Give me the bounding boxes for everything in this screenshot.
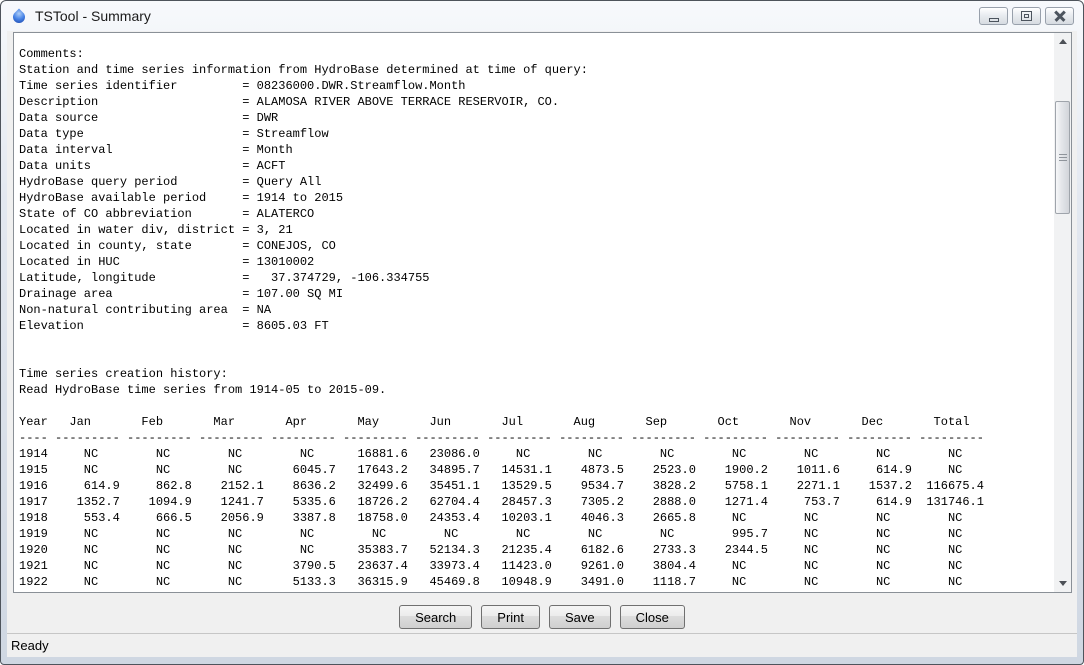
summary-line bbox=[19, 334, 1054, 350]
print-button[interactable]: Print bbox=[481, 605, 541, 629]
summary-line: Elevation = 8605.03 FT bbox=[19, 319, 329, 333]
summary-line bbox=[19, 350, 1054, 366]
search-button[interactable]: Search bbox=[399, 605, 473, 629]
maximize-button[interactable] bbox=[1012, 7, 1041, 25]
scroll-up-button[interactable] bbox=[1054, 33, 1071, 50]
summary-line: Time series creation history: bbox=[19, 367, 228, 381]
scroll-down-button[interactable] bbox=[1054, 575, 1071, 592]
summary-line: Non-natural contributing area = NA bbox=[19, 303, 272, 317]
close-icon bbox=[1054, 11, 1066, 21]
summary-line: 1920 NC NC NC NC 35383.7 52134.3 21235.4… bbox=[19, 543, 984, 557]
close-button[interactable]: Close bbox=[619, 605, 685, 629]
summary-line: Drainage area = 107.00 SQ MI bbox=[19, 287, 344, 301]
arrow-up-icon bbox=[1058, 39, 1067, 44]
summary-line: Time series identifier = 08236000.DWR.St… bbox=[19, 79, 466, 93]
summary-line: ---- --------- --------- --------- -----… bbox=[19, 431, 984, 445]
summary-line: Located in county, state = CONEJOS, CO bbox=[19, 239, 336, 253]
summary-line: State of CO abbreviation = ALATERCO bbox=[19, 207, 315, 221]
summary-line: 1921 NC NC NC 3790.5 23637.4 33973.4 114… bbox=[19, 559, 984, 573]
summary-line: HydroBase available period = 1914 to 201… bbox=[19, 191, 344, 205]
maximize-icon bbox=[1021, 11, 1032, 21]
summary-line: Read HydroBase time series from 1914-05 … bbox=[19, 383, 387, 397]
summary-line: 1916 614.9 862.8 2152.1 8636.2 32499.6 3… bbox=[19, 479, 984, 493]
summary-line: Description = ALAMOSA RIVER ABOVE TERRAC… bbox=[19, 95, 560, 109]
scrollbar-track[interactable] bbox=[1054, 50, 1071, 575]
summary-line: 1914 NC NC NC NC 16881.6 23086.0 NC NC N… bbox=[19, 447, 984, 461]
summary-line: Data units = ACFT bbox=[19, 159, 286, 173]
summary-line bbox=[19, 398, 1054, 414]
save-button[interactable]: Save bbox=[549, 605, 611, 629]
summary-line: Comments: bbox=[19, 47, 84, 61]
summary-line: 1918 553.4 666.5 2056.9 3387.8 18758.0 2… bbox=[19, 511, 984, 525]
minimize-icon bbox=[988, 17, 999, 22]
button-row: Search Print Save Close bbox=[7, 605, 1077, 629]
summary-line: 1915 NC NC NC 6045.7 17643.2 34895.7 145… bbox=[19, 463, 984, 477]
summary-line: Year Jan Feb Mar Apr May Jun Jul Aug Sep… bbox=[19, 415, 984, 429]
summary-line: Located in HUC = 13010002 bbox=[19, 255, 315, 269]
vertical-scrollbar[interactable] bbox=[1054, 33, 1071, 592]
summary-line: Data interval = Month bbox=[19, 143, 293, 157]
summary-line: Station and time series information from… bbox=[19, 63, 588, 77]
summary-line: 1917 1352.7 1094.9 1241.7 5335.6 18726.2… bbox=[19, 495, 984, 509]
summary-line: Data type = Streamflow bbox=[19, 127, 329, 141]
summary-line: HydroBase query period = Query All bbox=[19, 175, 322, 189]
water-drop-icon bbox=[10, 8, 28, 26]
summary-textarea[interactable]: Comments: Station and time series informa… bbox=[14, 33, 1054, 592]
arrow-down-icon bbox=[1058, 581, 1067, 586]
summary-line: 1922 NC NC NC 5133.3 36315.9 45469.8 109… bbox=[19, 575, 984, 589]
summary-scrollpane: Comments: Station and time series informa… bbox=[13, 32, 1072, 593]
close-window-button[interactable] bbox=[1045, 7, 1074, 25]
status-bar: Ready bbox=[7, 633, 1077, 657]
summary-line: Located in water div, district = 3, 21 bbox=[19, 223, 293, 237]
scrollbar-grip-icon bbox=[1058, 154, 1067, 161]
titlebar[interactable]: TSTool - Summary bbox=[1, 1, 1083, 31]
summary-line: Data source = DWR bbox=[19, 111, 279, 125]
minimize-button[interactable] bbox=[979, 7, 1008, 25]
summary-line: 1919 NC NC NC NC NC NC NC NC NC 995.7 NC… bbox=[19, 527, 984, 541]
scrollbar-thumb[interactable] bbox=[1055, 101, 1070, 214]
window-controls bbox=[979, 7, 1074, 25]
status-text: Ready bbox=[11, 638, 49, 653]
window-title: TSTool - Summary bbox=[35, 8, 151, 24]
summary-line: Latitude, longitude = 37.374729, -106.33… bbox=[19, 271, 430, 285]
dialog-body: Comments: Station and time series informa… bbox=[7, 31, 1077, 657]
